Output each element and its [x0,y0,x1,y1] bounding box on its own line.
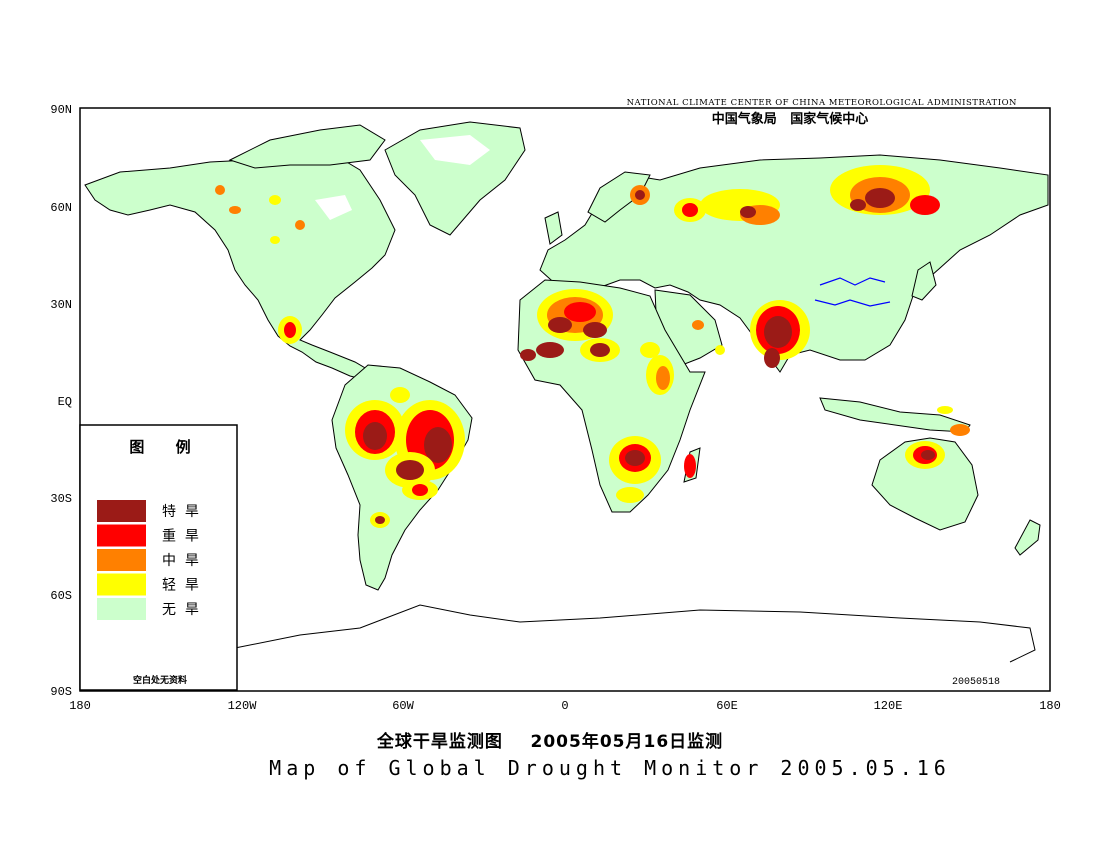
australia [871,437,979,531]
drought-patch [715,345,725,355]
drought-patch [616,487,644,503]
title-chinese: 全球干旱监测图 2005年05月16日监测 [376,732,724,752]
drought-patch [865,188,895,208]
drought-patch [740,206,756,218]
drought-patch [640,342,660,358]
legend-label: 中 旱 [162,553,199,569]
legend-footnote: 空白处无资料 [133,674,187,686]
drought-patch [548,317,572,333]
antarctica [234,604,1036,663]
lon-label: 120E [874,699,903,713]
drought-patch [764,348,780,368]
latitude-labels: 90N 60N 30N EQ 30S 60S 90S [50,103,72,699]
drought-patch [682,203,698,217]
lat-label: 60N [50,201,72,215]
lat-label: 60S [50,589,72,603]
lon-label: 60E [716,699,738,713]
drought-patch [295,220,305,230]
drought-patch [270,236,280,244]
lon-label: 0 [561,699,568,713]
drought-patch [536,342,564,358]
drought-patch [937,406,953,414]
drought-patch [269,195,281,205]
greenland-ice [420,135,490,165]
japan [911,261,937,301]
legend-swatch [97,549,146,571]
land-layer [84,121,1049,663]
drought-patch [583,322,607,338]
legend-swatch [97,524,146,547]
new-zealand [1014,519,1041,556]
title-english: Map of Global Drought Monitor 2005.05.16 [269,756,951,780]
lat-label: 90S [50,685,72,699]
drought-patch [850,199,866,211]
arctic-islands [228,124,386,169]
drought-patch [684,454,696,478]
british-isles [544,211,563,245]
legend-swatch [97,573,146,596]
drought-patch [635,190,645,200]
legend-title: 图 例 [129,438,190,456]
legend-label: 轻 旱 [162,578,199,594]
river-yellow [819,277,886,286]
agency-english: NATIONAL CLIMATE CENTER OF CHINA METEORO… [627,98,1017,108]
lat-label: EQ [58,395,72,409]
lon-label: 120W [228,699,258,713]
drought-patch [215,185,225,195]
legend-swatch [97,598,146,620]
drought-patch [412,484,428,496]
scandinavia [587,171,651,223]
map-frame [79,107,1051,692]
drought-patch [396,460,424,480]
drought-patch [229,206,241,214]
legend-label: 无 旱 [162,602,199,618]
lon-label: 180 [1039,699,1061,713]
longitude-labels: 180 120W 60W 0 60E 120E 180 [69,699,1061,713]
drought-patch [564,302,596,322]
river-yangtze [814,299,891,307]
drought-patch [764,316,792,348]
canada-blank [315,195,352,220]
drought-patch [692,320,704,330]
legend-label: 特 旱 [162,504,199,520]
lon-label: 60W [392,699,414,713]
legend-label: 重 旱 [162,529,199,545]
drought-patch [363,422,387,450]
drought-patch [656,366,670,390]
drought-patch [424,427,452,463]
drought-patch [950,424,970,436]
legend: 图 例 特 旱重 旱中 旱轻 旱无 旱 空白处无资料 [79,424,238,691]
lat-label: 30N [50,298,72,312]
lon-label: 180 [69,699,91,713]
drought-patch [921,450,935,460]
drought-patch [590,343,610,357]
greenland [384,121,526,236]
drought-patch [910,195,940,215]
drought-patch [284,322,296,338]
drought-patch [520,349,536,361]
drought-patch [625,450,645,466]
drought-patch [375,516,385,524]
drought-overlay [215,165,970,528]
lat-label: 30S [50,492,72,506]
issue-code: 20050518 [952,677,1000,688]
legend-swatch [97,500,146,522]
drought-patch [390,387,410,403]
agency-chinese: 中国气象局 国家气候中心 [712,111,869,127]
lat-label: 90N [50,103,72,117]
